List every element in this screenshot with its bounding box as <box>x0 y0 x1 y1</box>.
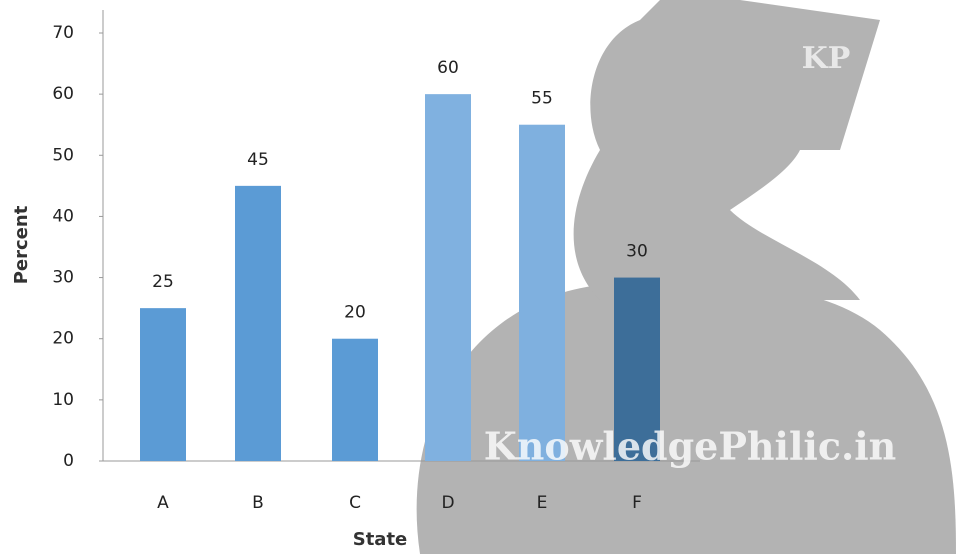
y-tick-label: 30 <box>52 268 74 288</box>
bar <box>614 277 660 461</box>
y-tick-label: 70 <box>52 23 74 43</box>
watermark-silhouette <box>416 0 956 554</box>
watermark-text: KnowledgePhilic.in <box>484 424 897 469</box>
y-tick-label: 40 <box>52 206 74 226</box>
watermark-logo: KP <box>802 41 851 76</box>
data-label: 25 <box>152 272 174 292</box>
y-tick-label: 50 <box>52 145 74 165</box>
x-tick-label: B <box>252 493 264 513</box>
data-label: 30 <box>626 242 648 262</box>
x-tick-label: F <box>632 493 642 513</box>
y-axis-title: Percent <box>11 205 32 284</box>
y-tick-label: 10 <box>52 390 74 410</box>
y-tick-label: 0 <box>63 451 74 471</box>
bar <box>519 124 565 461</box>
y-tick-label: 60 <box>52 84 74 104</box>
data-label: 60 <box>437 58 459 78</box>
bar <box>235 185 281 461</box>
data-label: 20 <box>344 303 366 323</box>
x-tick-label: A <box>157 493 169 513</box>
x-tick-label: D <box>441 493 454 513</box>
x-tick-label: E <box>537 493 548 513</box>
y-tick-label: 20 <box>52 329 74 349</box>
x-axis-title: State <box>353 529 408 550</box>
x-tick-label: C <box>349 493 361 513</box>
bar <box>425 94 471 462</box>
bar <box>140 308 186 461</box>
data-label: 55 <box>531 89 553 109</box>
data-label: 45 <box>247 150 269 170</box>
bar <box>332 338 378 461</box>
